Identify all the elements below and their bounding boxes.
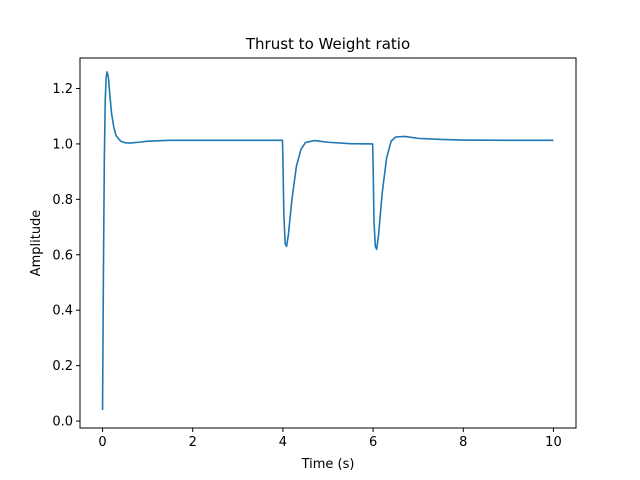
y-tick-label: 0.2 bbox=[52, 359, 73, 374]
x-tick-label: 8 bbox=[459, 435, 467, 450]
y-axis-ticks: 0.0 0.2 0.4 0.6 0.8 1.0 1.2 bbox=[52, 82, 80, 430]
x-axis-label: Time (s) bbox=[301, 457, 355, 472]
y-axis-label: Amplitude bbox=[29, 210, 44, 277]
chart-title: Thrust to Weight ratio bbox=[245, 35, 410, 53]
x-tick-label: 2 bbox=[189, 435, 197, 450]
plot-area bbox=[101, 71, 554, 410]
x-axis-ticks: 0 2 4 6 8 10 bbox=[98, 428, 562, 450]
x-tick-label: 10 bbox=[545, 435, 562, 450]
y-tick-label: 0.4 bbox=[52, 304, 73, 319]
y-tick-label: 1.2 bbox=[52, 82, 73, 97]
x-tick-label: 6 bbox=[369, 435, 377, 450]
y-tick-label: 1.0 bbox=[52, 137, 73, 152]
x-tick-label: 4 bbox=[279, 435, 287, 450]
y-tick-label: 0.0 bbox=[52, 415, 73, 430]
y-tick-label: 0.8 bbox=[52, 193, 73, 208]
x-tick-label: 0 bbox=[98, 435, 106, 450]
series-line-0 bbox=[101, 71, 554, 410]
y-tick-label: 0.6 bbox=[52, 248, 73, 263]
axes-frame bbox=[79, 57, 577, 429]
